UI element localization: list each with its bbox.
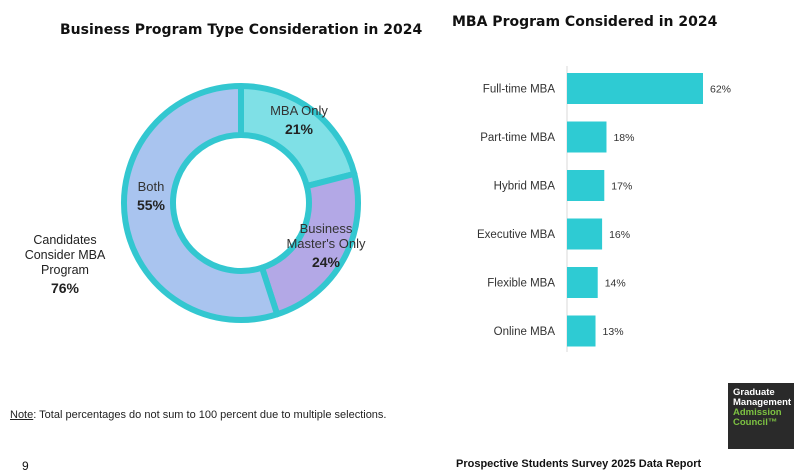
bar-full-time-mba (567, 73, 703, 104)
bar-value-label: 16% (609, 229, 630, 241)
bar-value-label: 17% (611, 181, 632, 193)
donut-chart: MBA Only 21% Business Master's Only 24% Both 5… (25, 83, 366, 323)
annotation-value: 76% (51, 280, 80, 296)
bar-category-label: Online MBA (494, 326, 556, 338)
gmac-logo: Graduate Management Admission Council™ (728, 383, 794, 449)
bar-value-label: 13% (603, 326, 624, 338)
bar-category-label: Executive MBA (477, 229, 555, 241)
bar-flexible-mba (567, 267, 598, 298)
bar-category-label: Full-time MBA (483, 84, 556, 96)
bar-online-mba (567, 315, 596, 347)
bar-chart: Full-time MBA 62% Part-time MBA 18% Hybrid M… (477, 66, 731, 352)
logo-line-management: Management (733, 397, 792, 408)
donut-label-mba-only: MBA Only (270, 103, 328, 118)
donut-value-mba-only: 21% (285, 121, 314, 137)
donut-label-both: Both (138, 179, 165, 194)
right-chart-title: MBA Program Considered in 2024 (452, 14, 718, 30)
footnote-text: : Total percentages do not sum to 100 pe… (33, 409, 387, 421)
donut-slice-business-master-s-only (259, 170, 361, 318)
donut-label-business-master-s-only: Business Master's Only (286, 221, 366, 251)
footnote: Note: Total percentages do not sum to 10… (10, 409, 387, 421)
left-chart-title: Business Program Type Consideration in 2… (60, 22, 423, 38)
bar-executive-mba (567, 218, 603, 250)
bar-value-label: 18% (613, 132, 634, 144)
bar-value-label: 14% (605, 278, 626, 290)
bar-part-time-mba (567, 121, 607, 153)
logo-line-council: Council™ (733, 417, 778, 428)
bar-hybrid-mba (567, 170, 605, 201)
bar-category-label: Hybrid MBA (494, 181, 556, 193)
donut-slice-both (121, 83, 281, 323)
footnote-label: Note (10, 409, 34, 421)
donut-value-both: 55% (137, 197, 166, 213)
bar-value-label: 62% (710, 84, 731, 96)
annotation-label: Candidates Consider MBA Program (25, 233, 106, 277)
logo-line-admission: Admission (733, 407, 782, 418)
page-number: 9 (22, 459, 29, 473)
bar-category-label: Flexible MBA (487, 278, 555, 290)
report-footer: Prospective Students Survey 2025 Data Re… (456, 458, 702, 470)
bar-category-label: Part-time MBA (480, 132, 555, 144)
donut-value-business-master-s-only: 24% (312, 254, 341, 270)
logo-line-graduate: Graduate (733, 387, 775, 398)
